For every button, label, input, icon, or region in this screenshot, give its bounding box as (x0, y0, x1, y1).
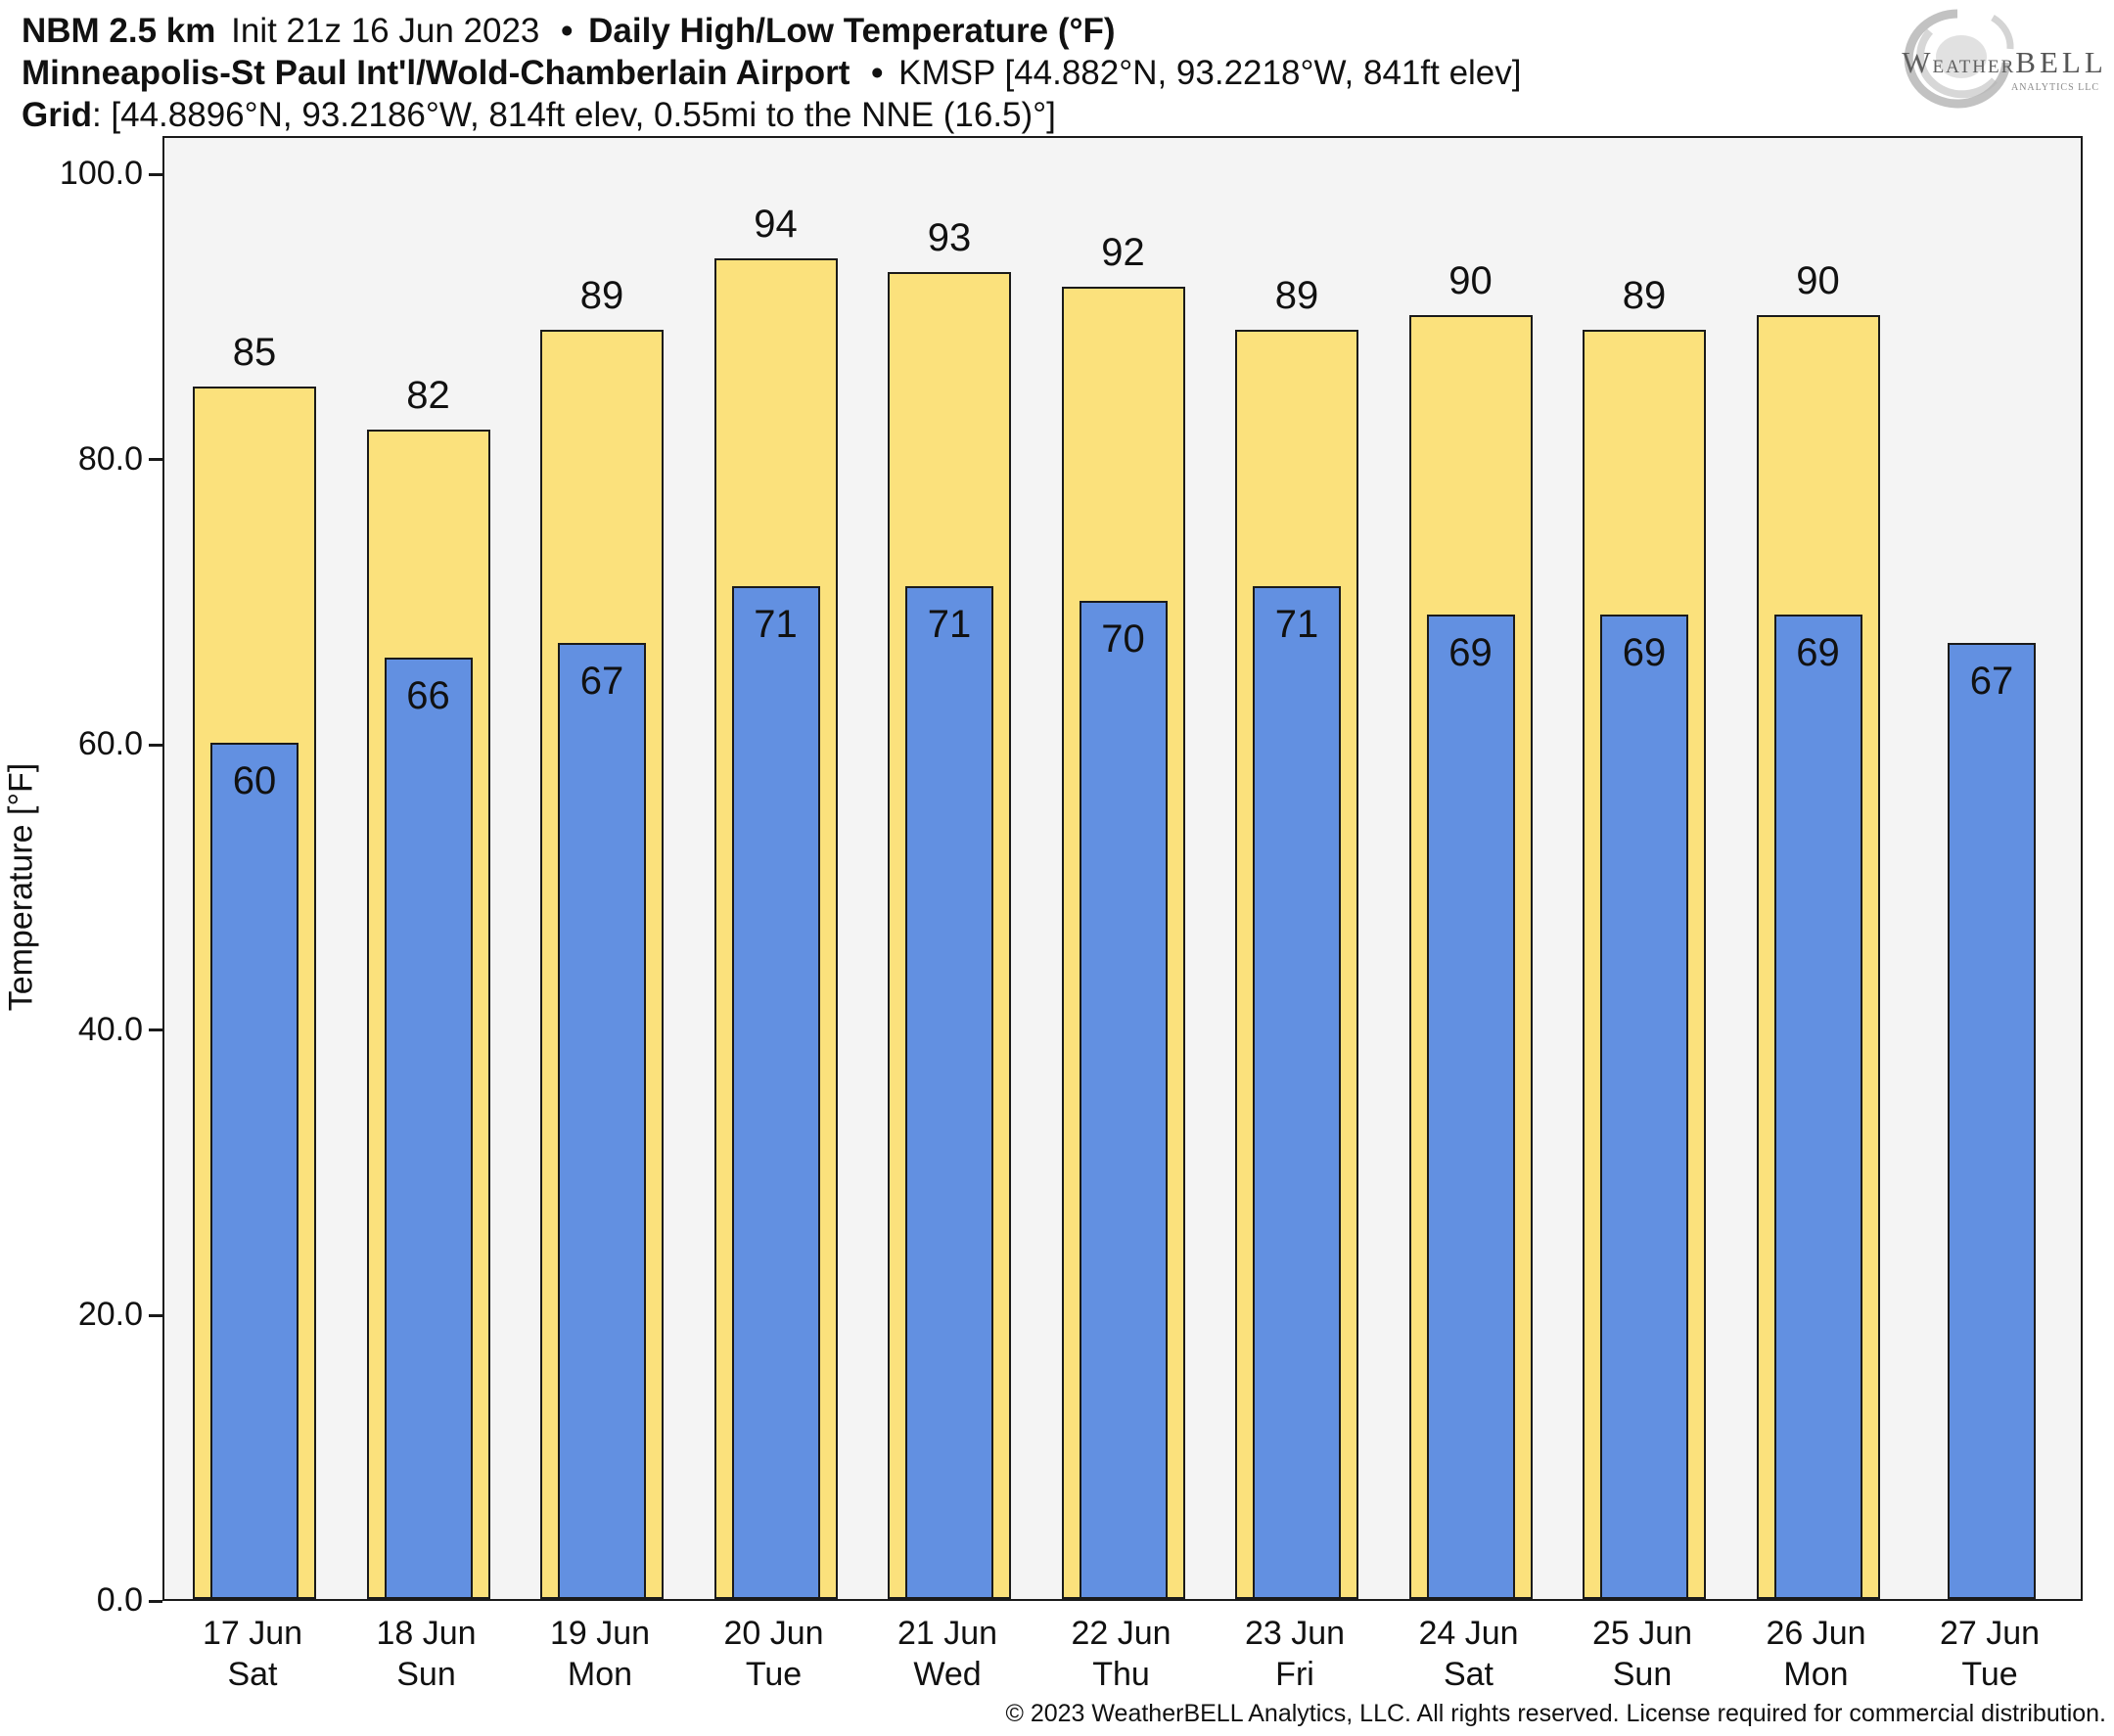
x-tick-weekday-label: Tue (745, 1656, 803, 1693)
high-value-label: 89 (579, 273, 624, 317)
y-tick-label: 20.0 (77, 1296, 143, 1334)
low-value-label: 67 (1969, 660, 2014, 704)
y-tick-label: 80.0 (77, 439, 143, 478)
high-value-label: 89 (1622, 273, 1667, 317)
low-value-label: 71 (1274, 603, 1319, 647)
plot-area: 85 60 82 66 89 67 94 71 93 71 92 70 89 71 90 69 89 69 90 69… (162, 136, 2083, 1601)
separator-dot: • (561, 12, 574, 50)
logo-eather: EATHER (1932, 57, 2016, 77)
y-tick-label: 60.0 (77, 725, 143, 763)
x-tick-weekday-label: Mon (1783, 1656, 1849, 1693)
low-value-label: 67 (579, 660, 624, 704)
y-axis-title: Temperature [°F] (2, 762, 40, 1012)
copyright-notice: © 2023 WeatherBELL Analytics, LLC. All r… (1005, 1700, 2106, 1727)
low-temp-bar (210, 743, 299, 1599)
grid-meta: : [44.8896°N, 93.2186°W, 814ft elev, 0.5… (91, 96, 1056, 134)
header-line-station: Minneapolis-St Paul Int'l/Wold-Chamberla… (22, 52, 1528, 94)
low-temp-bar (384, 657, 473, 1599)
header-line-model: NBM 2.5 km Init 21z 16 Jun 2023 • Daily … (22, 10, 1528, 52)
x-tick-weekday-label: Fri (1275, 1656, 1314, 1693)
x-tick-date-label: 22 Jun (1071, 1615, 1172, 1652)
header-line-grid: Grid: [44.8896°N, 93.2186°W, 814ft elev,… (22, 94, 1528, 136)
x-tick-date-label: 23 Jun (1244, 1615, 1346, 1652)
x-tick-weekday-label: Sun (1612, 1656, 1673, 1693)
high-value-label: 94 (754, 202, 798, 246)
x-tick-date-label: 20 Jun (723, 1615, 824, 1652)
x-tick-weekday-label: Thu (1092, 1656, 1150, 1693)
low-temp-bar (1948, 643, 2036, 1599)
low-value-label: 71 (927, 603, 972, 647)
low-temp-bar (1253, 586, 1341, 1599)
x-tick-date-label: 24 Jun (1418, 1615, 1519, 1652)
x-tick-date-label: 27 Jun (1939, 1615, 2041, 1652)
x-tick-weekday-label: Mon (567, 1656, 633, 1693)
station-name: Minneapolis-St Paul Int'l/Wold-Chamberla… (22, 54, 850, 92)
y-tick-mark (149, 1599, 162, 1603)
low-temp-bar (558, 643, 646, 1599)
x-tick-date-label: 25 Jun (1591, 1615, 1693, 1652)
y-tick-mark (149, 458, 162, 462)
x-tick-date-label: 26 Jun (1766, 1615, 1866, 1652)
hurricane-swirl-icon (1904, 9, 2014, 109)
weatherbell-logo: WEATHERBELL ANALYTICS LLC (1901, 2, 2108, 112)
y-tick-mark (149, 172, 162, 176)
high-value-label: 93 (927, 216, 972, 260)
low-temp-bar (1773, 615, 1862, 1599)
low-value-label: 60 (232, 759, 277, 803)
low-value-label: 71 (754, 603, 798, 647)
y-tick-label: 100.0 (59, 155, 143, 193)
low-temp-bar (1426, 615, 1515, 1599)
low-value-label: 69 (1796, 631, 1840, 675)
init-time: Init 21z 16 Jun 2023 (231, 12, 540, 50)
high-value-label: 90 (1448, 259, 1493, 303)
y-tick-mark (149, 1028, 162, 1032)
x-tick-date-label: 21 Jun (896, 1615, 998, 1652)
high-value-label: 82 (406, 373, 450, 417)
x-tick-date-label: 18 Jun (376, 1615, 477, 1652)
model-name: NBM 2.5 km (22, 12, 216, 50)
low-value-label: 69 (1622, 631, 1667, 675)
y-tick-label: 0.0 (96, 1581, 143, 1619)
x-tick-weekday-label: Sun (396, 1656, 456, 1693)
x-tick-date-label: 17 Jun (202, 1615, 303, 1652)
low-value-label: 69 (1448, 631, 1493, 675)
logo-w: W (1902, 45, 1933, 79)
low-temp-bar (731, 586, 820, 1599)
product-title: Daily High/Low Temperature (°F) (588, 12, 1116, 50)
x-tick-weekday-label: Sat (227, 1656, 278, 1693)
y-tick-mark (149, 1313, 162, 1317)
logo-bell: BELL (2015, 45, 2107, 79)
high-value-label: 89 (1274, 273, 1319, 317)
y-tick-label: 40.0 (77, 1010, 143, 1048)
x-tick-weekday-label: Sat (1443, 1656, 1494, 1693)
low-value-label: 66 (406, 673, 450, 717)
station-meta: KMSP [44.882°N, 93.2218°W, 841ft elev] (898, 54, 1522, 92)
low-value-label: 70 (1101, 617, 1145, 661)
x-tick-date-label: 19 Jun (549, 1615, 651, 1652)
chart-header: NBM 2.5 km Init 21z 16 Jun 2023 • Daily … (22, 10, 1528, 136)
x-tick-weekday-label: Wed (913, 1656, 982, 1693)
grid-label: Grid (22, 96, 92, 134)
logo-wordmark: WEATHERBELL (1901, 45, 2108, 80)
low-temp-bar (905, 586, 993, 1599)
y-tick-mark (149, 743, 162, 747)
x-tick-weekday-label: Tue (1961, 1656, 2018, 1693)
low-temp-bar (1600, 615, 1688, 1599)
high-value-label: 92 (1101, 230, 1145, 274)
logo-subtitle: ANALYTICS LLC (2010, 82, 2100, 93)
separator-dot: • (871, 54, 884, 92)
low-temp-bar (1079, 600, 1168, 1599)
high-value-label: 85 (232, 331, 277, 375)
high-value-label: 90 (1796, 259, 1840, 303)
